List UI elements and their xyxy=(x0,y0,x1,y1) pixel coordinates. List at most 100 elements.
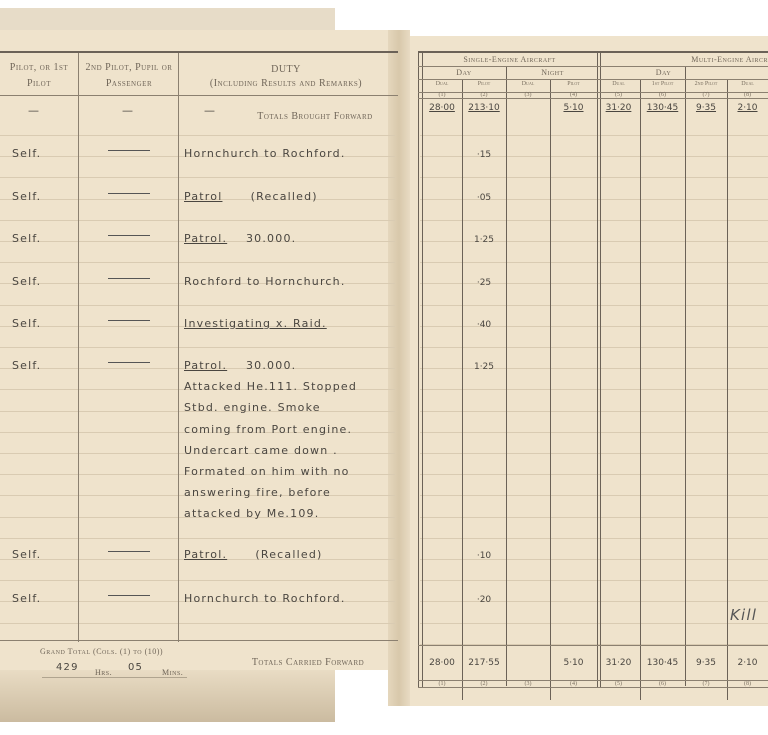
column-number: (6) xyxy=(659,681,666,687)
ruled-line xyxy=(0,177,395,179)
grand-total-label: Grand Total (Cols. (1) to (10)) xyxy=(40,647,164,656)
ruled-line xyxy=(420,431,768,433)
ruled-line xyxy=(420,474,768,476)
second-pilot-dash xyxy=(108,551,150,552)
header-bottom-rule xyxy=(0,95,398,96)
duty-line: Rochford to Hornchurch. xyxy=(184,275,346,288)
column-header-1: Pilot xyxy=(477,81,491,87)
column-number: (3) xyxy=(524,681,532,687)
duty-text: Formated on him with no xyxy=(184,465,350,478)
second-pilot-dash xyxy=(108,362,150,363)
column-number: (7) xyxy=(702,92,710,98)
second-pilot-dash xyxy=(108,595,150,596)
column-number: (2) xyxy=(480,681,488,687)
flight-time: ·15 xyxy=(476,150,492,160)
totals-brought-forward-label: Totals Brought Forward xyxy=(257,111,373,122)
pilot-col-header: Pilot, or 1st Pilot xyxy=(9,62,69,89)
carried-forward-value: 9·35 xyxy=(695,658,717,668)
night-header: Night xyxy=(541,68,564,77)
column-number: (4) xyxy=(570,681,577,687)
header-top-rule xyxy=(0,51,398,53)
column-divider xyxy=(685,66,686,686)
ruled-line xyxy=(420,495,768,497)
duty-text: Stbd. engine. Smoke xyxy=(184,401,321,415)
second-pilot-dash xyxy=(108,193,150,194)
ruled-line xyxy=(420,368,768,370)
column-header-6: 2nd Pilot xyxy=(694,81,718,87)
duty-text: Attacked He.111. Stopped xyxy=(184,380,358,394)
ruled-line xyxy=(420,601,768,603)
ruled-line xyxy=(420,622,768,624)
duty-text: Patrol xyxy=(184,190,223,203)
ruled-line xyxy=(420,389,768,391)
duty-text: Hornchurch to Rochford. xyxy=(184,147,346,160)
ruled-line xyxy=(0,495,395,497)
duty-text: 30.000. xyxy=(227,359,297,372)
brought-forward-value: 9·35 xyxy=(695,103,717,113)
table-rule xyxy=(418,645,768,646)
column-number: (1) xyxy=(438,681,446,687)
ruled-line xyxy=(0,347,395,348)
ruled-line xyxy=(0,198,395,200)
right-page xyxy=(398,36,768,706)
brought-forward-dash: — xyxy=(204,104,217,117)
column-number: (8) xyxy=(744,681,751,687)
duty-text: Patrol. xyxy=(184,232,228,245)
column-divider xyxy=(640,80,641,700)
column-header-4: Dual xyxy=(612,81,625,87)
duty-text: Rochford to Hornchurch. xyxy=(184,275,346,288)
double-rule xyxy=(600,52,601,687)
ruled-line xyxy=(0,559,395,560)
duty-line: Formated on him with no xyxy=(184,465,350,478)
duty-text: coming from Port engine. xyxy=(184,422,353,436)
pilot-entry: Self. xyxy=(12,275,42,288)
duty-line: coming from Port engine. xyxy=(184,423,352,436)
column-divider xyxy=(550,80,551,700)
table-rule xyxy=(418,680,768,681)
ruled-line xyxy=(420,304,768,306)
duty-text: (Recalled) xyxy=(222,190,318,203)
ruled-line xyxy=(420,643,768,645)
pilot-entry: Self. xyxy=(12,548,42,561)
carried-forward-value: 2·10 xyxy=(737,658,758,668)
flight-time: 1·25 xyxy=(473,235,495,245)
ruled-line xyxy=(420,262,768,264)
column-number: (3) xyxy=(524,92,532,98)
column-number: (8) xyxy=(744,92,751,98)
pilot-entry: Self. xyxy=(12,232,42,245)
flight-time: ·25 xyxy=(476,278,492,288)
ruled-line xyxy=(420,453,768,454)
ruled-line xyxy=(420,177,768,179)
column-number: (2) xyxy=(480,92,488,98)
table-rule xyxy=(418,687,768,688)
ruled-line xyxy=(0,135,395,136)
ruled-line xyxy=(420,580,768,582)
ruled-line xyxy=(0,389,395,391)
flight-time: ·40 xyxy=(476,320,492,330)
ruled-line xyxy=(420,537,768,539)
brought-forward-value: 5·10 xyxy=(563,103,584,113)
ruled-line xyxy=(420,219,768,221)
column-number: (4) xyxy=(570,92,577,98)
table-rule xyxy=(418,98,768,99)
column-divider xyxy=(78,52,79,642)
brought-forward-dash: — xyxy=(28,104,41,117)
torn-page-edge xyxy=(0,670,335,722)
duty-text: Undercart came down . xyxy=(184,443,338,457)
brought-forward-value: 130·45 xyxy=(646,103,679,113)
ruled-line xyxy=(0,368,395,370)
ruled-line xyxy=(420,559,768,560)
column-divider xyxy=(178,52,179,642)
brought-forward-value: 213·10 xyxy=(468,103,500,113)
ruled-line xyxy=(0,431,395,433)
flight-time: ·10 xyxy=(476,551,492,561)
flight-time: ·20 xyxy=(476,595,492,605)
duty-line: attacked by Me.109. xyxy=(184,507,319,520)
carried-forward-value: 130·45 xyxy=(646,658,679,668)
pilot-entry: Self. xyxy=(12,359,42,372)
duty-line: Hornchurch to Rochford. xyxy=(184,592,346,605)
brought-forward-dash: — xyxy=(122,104,135,117)
duty-text: Hornchurch to Rochford. xyxy=(184,592,346,605)
column-header-0: Dual xyxy=(435,81,449,87)
duty-text: Investigating x. Raid. xyxy=(184,317,327,330)
